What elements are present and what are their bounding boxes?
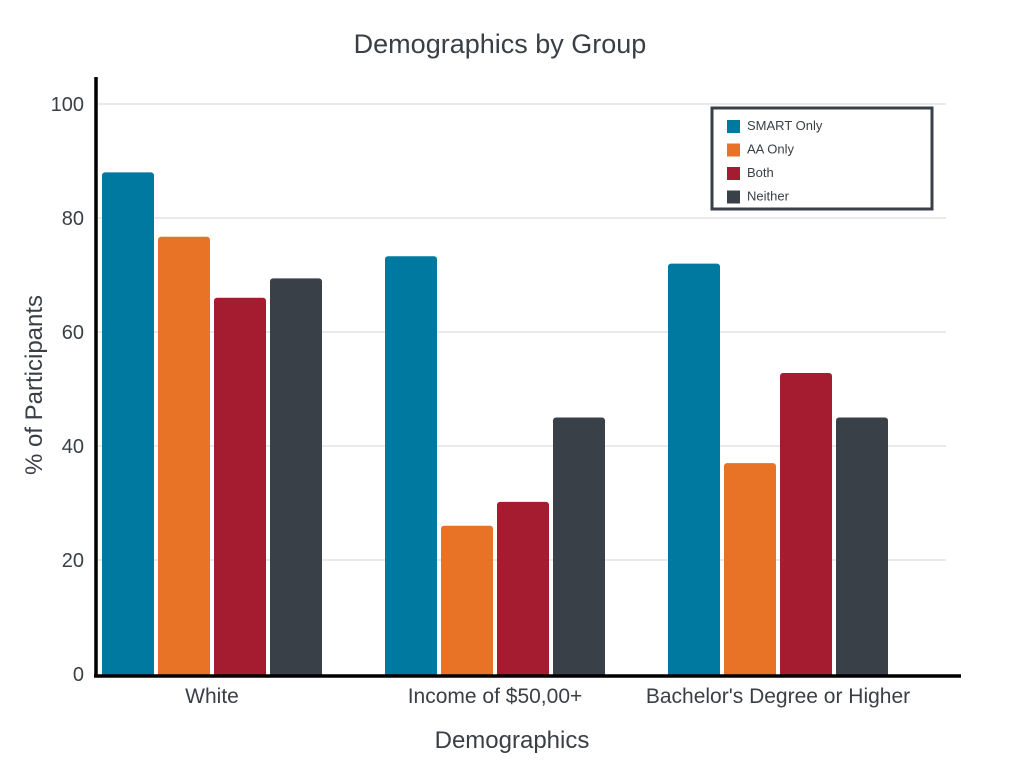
legend-label: AA Only bbox=[747, 142, 794, 157]
bar-base bbox=[214, 670, 266, 676]
x-category-label: Bachelor's Degree or Higher bbox=[646, 685, 910, 708]
bar bbox=[214, 297, 266, 676]
bar-base bbox=[102, 670, 154, 676]
x-category-label: White bbox=[185, 685, 239, 708]
bar-base bbox=[158, 670, 210, 676]
y-tick-labels: 0 20 40 60 80 100 bbox=[51, 94, 84, 686]
y-tick-label: 100 bbox=[51, 94, 84, 116]
legend-label: Both bbox=[747, 165, 774, 180]
bar-base bbox=[497, 670, 549, 676]
x-category-label: Income of $50,00+ bbox=[408, 685, 583, 708]
legend-swatch bbox=[727, 190, 740, 204]
bar-base bbox=[553, 670, 605, 676]
bar bbox=[270, 278, 322, 676]
bar bbox=[780, 373, 832, 676]
legend-label: SMART Only bbox=[747, 118, 823, 133]
bar bbox=[102, 172, 154, 676]
legend-label: Neither bbox=[747, 189, 790, 204]
bars bbox=[102, 172, 888, 676]
bar bbox=[497, 501, 549, 676]
legend-swatch bbox=[727, 143, 740, 157]
bar bbox=[836, 417, 888, 676]
bar bbox=[668, 263, 720, 676]
bar-base bbox=[836, 670, 888, 676]
bar-base bbox=[780, 670, 832, 676]
y-tick-label: 40 bbox=[62, 436, 84, 458]
y-tick-label: 0 bbox=[73, 664, 84, 686]
legend: SMART Only AA Only Both Neither bbox=[710, 106, 934, 211]
bar-base bbox=[441, 670, 493, 676]
bar bbox=[724, 463, 776, 676]
bar-base bbox=[385, 670, 437, 676]
bar-base bbox=[724, 670, 776, 676]
legend-items: SMART Only AA Only Both Neither bbox=[727, 118, 823, 204]
bar bbox=[385, 256, 437, 676]
bar bbox=[158, 236, 210, 676]
legend-box bbox=[710, 106, 934, 211]
chart-title: Demographics by Group bbox=[354, 29, 647, 59]
y-tick-label: 60 bbox=[62, 322, 84, 344]
legend-swatch bbox=[727, 167, 740, 180]
bar-base bbox=[270, 670, 322, 676]
bar bbox=[553, 417, 605, 676]
y-tick-label: 80 bbox=[62, 208, 84, 230]
x-axis-title: Demographics bbox=[435, 727, 590, 754]
bar-base bbox=[668, 670, 720, 676]
bar bbox=[441, 525, 493, 676]
legend-swatch bbox=[727, 120, 740, 133]
y-tick-label: 20 bbox=[62, 550, 84, 572]
y-axis-title: % of Participants bbox=[21, 295, 48, 475]
x-category-labels: White Income of $50,00+ Bachelor's Degree … bbox=[185, 685, 910, 708]
